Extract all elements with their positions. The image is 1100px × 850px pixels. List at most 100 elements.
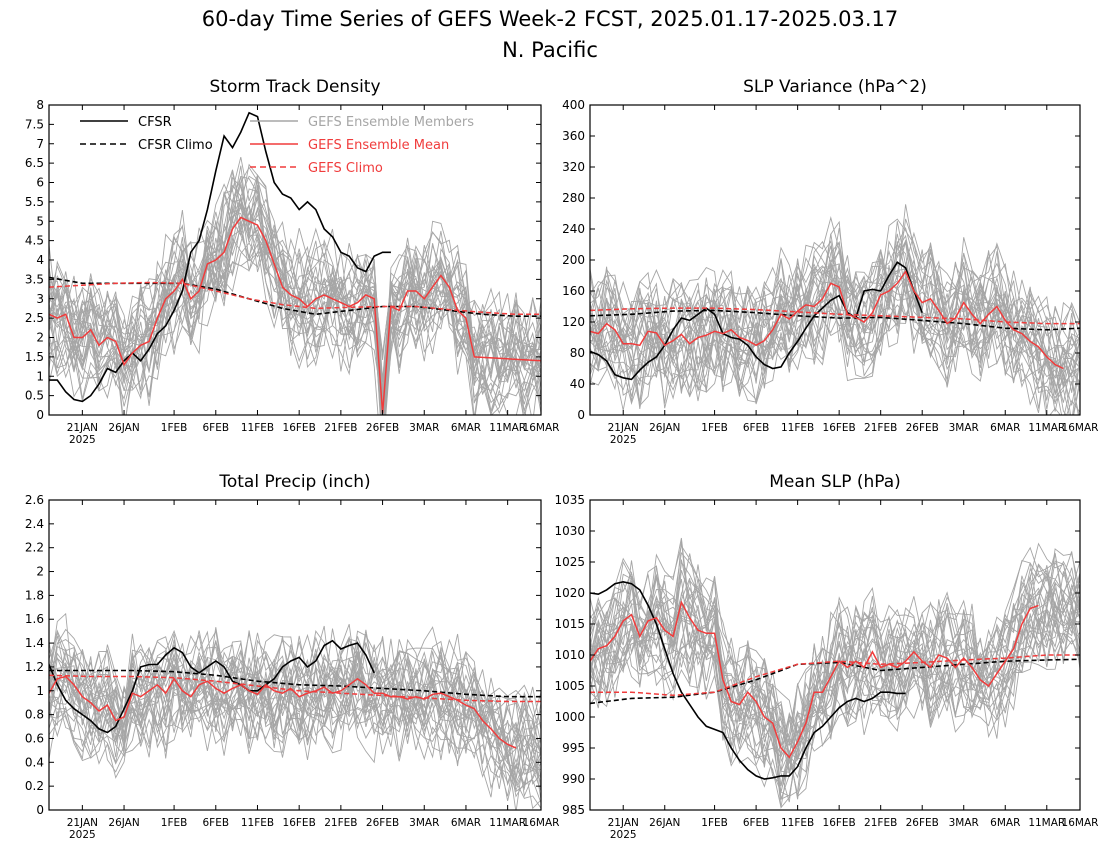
ensemble-member-line: [49, 196, 541, 401]
y-tick-label: 6: [36, 176, 44, 190]
series-line-cfsr-climo: [49, 669, 541, 698]
x-tick-label: 3MAR: [949, 817, 979, 829]
y-tick-label: 0.8: [25, 708, 44, 722]
y-tick-label: 0.5: [25, 389, 44, 403]
x-tick-label: 21JAN: [608, 817, 639, 829]
legend-label: GEFS Ensemble Members: [308, 115, 474, 130]
series-line-gefs-ensemble-mean: [49, 216, 541, 414]
x-tick-label: 11MAR: [489, 422, 526, 434]
y-tick-label: 1015: [554, 617, 585, 631]
panel-slp-variance: SLP Variance (hPa^2) 0 40 80 120 160 200 240 280…: [562, 77, 1098, 446]
panel-total-precip: Total Precip (inch) 0 0.2 0.4 0.6 0.8 1 1.2 1.4 1…: [25, 472, 560, 841]
plot-area: [49, 111, 541, 415]
y-tick-label: 40: [570, 377, 585, 391]
y-tick-label: 2: [36, 331, 44, 345]
x-tick-label: 6MAR: [990, 422, 1020, 434]
y-tick-label: 6.5: [25, 156, 44, 170]
panel-storm-track-density: Storm Track Density 0 0.5 1 1.5 2 2.5 3 3.5 4 4.5 5…: [25, 77, 560, 446]
ensemble-member-line: [49, 195, 541, 415]
series-line-cfsr-climo: [590, 658, 1080, 705]
y-tick-label: 1000: [554, 710, 585, 724]
y-tick-label: 5: [36, 214, 44, 228]
legend-label: CFSR Climo: [138, 138, 213, 153]
y-tick-label: 3: [36, 292, 44, 306]
panel-title: SLP Variance (hPa^2): [743, 77, 927, 97]
x-tick-label: 11FEB: [781, 817, 814, 829]
x-tick-label: 6FEB: [743, 817, 770, 829]
y-tick-label: 2.4: [25, 517, 44, 531]
y-tick-label: 280: [562, 191, 585, 205]
x-tick-label: 21JAN: [67, 422, 98, 434]
ensemble-member-line: [49, 219, 541, 415]
y-tick-label: 0: [577, 408, 585, 422]
y-tick-label: 1020: [554, 586, 585, 600]
ensemble-member-line: [49, 165, 541, 415]
series-line-gefs-ensemble-mean: [590, 270, 1064, 370]
x-tick-label: 21FEB: [864, 817, 897, 829]
x-tick-label: 26FEB: [366, 817, 399, 829]
ensemble-member-line: [49, 235, 541, 415]
y-tick-label: 0: [36, 408, 44, 422]
y-tick-label: 1.2: [25, 660, 44, 674]
y-tick-label: 1: [36, 369, 44, 383]
y-tick-label: 2.6: [25, 493, 44, 507]
ensemble-member-line: [590, 287, 1080, 415]
x-tick-label: 3MAR: [949, 422, 979, 434]
ensemble-member-line: [590, 573, 1080, 747]
y-tick-label: 2.2: [25, 541, 44, 555]
x-tick-label: 11MAR: [1028, 422, 1065, 434]
series-line-cfsr: [49, 111, 391, 403]
plot-area: [590, 537, 1080, 809]
y-tick-label: 1.5: [25, 350, 44, 364]
x-tick-label: 16FEB: [283, 422, 316, 434]
ensemble-member-line: [49, 659, 541, 760]
panel-mean-slp: Mean SLP (hPa) 985 990 995 1000 1005 1010 1015 1…: [554, 472, 1098, 841]
y-tick-label: 2: [36, 565, 44, 579]
x-tick-label: 26JAN: [108, 422, 139, 434]
ensemble-member-line: [590, 263, 1080, 403]
series-line-gefs-climo: [590, 654, 1080, 697]
x-tick-label: 6FEB: [743, 422, 770, 434]
y-tick-label: 1.8: [25, 588, 44, 602]
x-tick-label: 26FEB: [906, 817, 939, 829]
x-tick-label: 6FEB: [202, 817, 229, 829]
x-tick-label: 21FEB: [324, 817, 357, 829]
ensemble-member-line: [49, 677, 541, 804]
series-line-cfsr: [49, 639, 375, 734]
y-tick-label: 8: [36, 98, 44, 112]
y-tick-label: 985: [562, 803, 585, 817]
ensemble-member-line: [49, 674, 541, 797]
x-tick-label: 21JAN: [67, 817, 98, 829]
y-tick-label: 1: [36, 684, 44, 698]
x-tick-label: 6MAR: [451, 422, 481, 434]
x-tick-label: 3MAR: [409, 817, 439, 829]
ensemble-member-line: [49, 169, 541, 380]
x-tick-label: 16FEB: [283, 817, 316, 829]
y-tick-label: 3.5: [25, 272, 44, 286]
ensemble-member-line: [590, 542, 1080, 760]
series-line-gefs-climo: [49, 281, 541, 316]
ensemble-member-line: [590, 601, 1080, 803]
plot-area: [49, 612, 541, 810]
x-year-label: 2025: [69, 434, 96, 446]
x-tick-label: 1FEB: [701, 422, 728, 434]
x-tick-label: 21FEB: [324, 422, 357, 434]
x-tick-label: 6MAR: [990, 817, 1020, 829]
x-tick-label: 26FEB: [366, 422, 399, 434]
y-tick-label: 995: [562, 741, 585, 755]
x-tick-label: 26JAN: [649, 817, 680, 829]
y-tick-label: 7.5: [25, 117, 44, 131]
x-tick-label: 1FEB: [161, 422, 188, 434]
ensemble-member-line: [590, 540, 1080, 748]
x-tick-label: 1FEB: [701, 817, 728, 829]
y-tick-label: 360: [562, 129, 585, 143]
plot-frame: [48, 499, 542, 811]
ensemble-member-line: [49, 237, 541, 415]
ensemble-member-line: [49, 630, 541, 755]
series-line-gefs-climo: [49, 674, 541, 703]
ensemble-member-line: [590, 218, 1080, 368]
ensemble-member-line: [590, 572, 1080, 775]
x-tick-label: 26JAN: [649, 422, 680, 434]
y-tick-label: 160: [562, 284, 585, 298]
